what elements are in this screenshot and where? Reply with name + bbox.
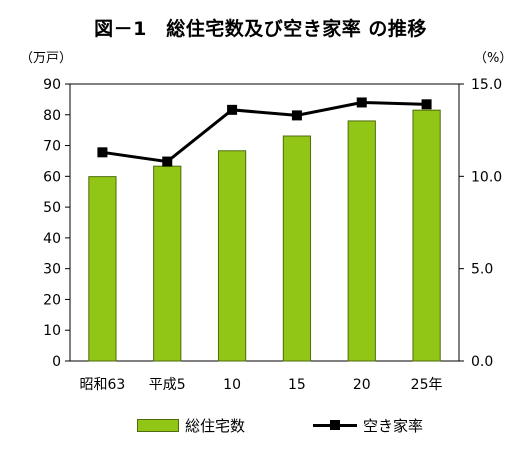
- right-tick-label: 10.0: [471, 169, 502, 185]
- legend-bar-swatch: [137, 418, 179, 432]
- left-tick-label: 10: [43, 323, 61, 339]
- left-axis-unit: （万戸）: [20, 51, 73, 66]
- legend-item-housing: 総住宅数: [137, 414, 245, 436]
- left-tick-label: 60: [43, 169, 61, 185]
- bar: [153, 165, 182, 362]
- line-marker: [421, 99, 432, 110]
- x-category-label: 昭和63: [80, 377, 126, 393]
- chart-title: 図－1 総住宅数及び空き家率 の推移: [94, 18, 427, 40]
- right-tick-label: 5.0: [471, 262, 493, 278]
- line-marker: [97, 147, 108, 158]
- line-marker: [227, 104, 238, 115]
- left-tick-label: 50: [43, 200, 61, 216]
- line-marker: [162, 156, 173, 167]
- left-tick-label: 40: [43, 231, 61, 247]
- plot-frame: [69, 83, 460, 362]
- left-tick-label: 30: [43, 262, 61, 278]
- bar: [217, 150, 247, 362]
- left-tick-label: 20: [43, 292, 61, 308]
- right-tick-label: 15.0: [471, 77, 502, 93]
- x-category-label: 平成5: [149, 377, 186, 393]
- x-category-label: 20: [353, 377, 371, 393]
- bar: [88, 176, 117, 362]
- bar: [282, 135, 312, 362]
- legend-line-swatch: [313, 418, 357, 432]
- right-tick-label: 0.0: [471, 354, 493, 370]
- left-tick-label: 0: [52, 354, 61, 370]
- line-marker: [356, 97, 367, 108]
- left-tick-label: 70: [43, 139, 61, 155]
- vacancy-rate-line: [102, 100, 427, 164]
- x-category-label: 15: [288, 377, 306, 393]
- bar: [412, 109, 441, 362]
- legend-line-label: 空き家率: [363, 416, 424, 435]
- legend-bar-label: 総住宅数: [185, 416, 246, 435]
- left-tick-label: 80: [43, 108, 61, 124]
- left-tick-label: 90: [43, 77, 61, 93]
- legend-item-vacancy: 空き家率: [313, 414, 423, 436]
- line-marker: [291, 110, 302, 121]
- x-category-label: 10: [223, 377, 241, 393]
- bar: [347, 120, 376, 362]
- x-category-label: 25年: [411, 377, 443, 393]
- right-axis-unit: （%）: [474, 51, 513, 66]
